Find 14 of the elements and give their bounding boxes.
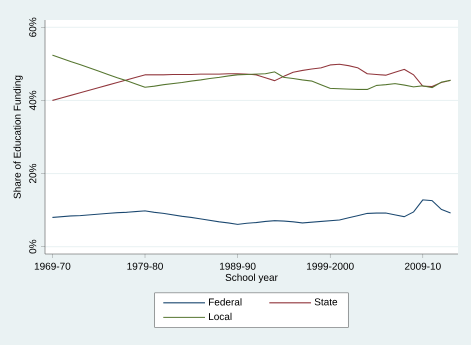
x-tick-label: 1999-2000 [307,262,354,270]
y-tick-label: 20% [29,164,36,184]
legend-label: Local [209,312,232,320]
x-axis-title: School year [226,274,278,283]
y-tick-label: 40% [29,90,36,110]
y-tick-label: 0% [29,240,36,254]
legend-label: Federal [209,298,242,306]
x-tick-label: 2009-10 [404,262,441,270]
y-axis-title: Share of Education Funding [13,76,23,199]
x-tick-label: 1989-90 [220,262,256,270]
x-tick-label: 1979-80 [127,262,163,270]
y-tick-label: 60% [29,18,36,37]
x-tick-label: 1969-70 [34,262,70,270]
legend-label: State [314,298,338,306]
